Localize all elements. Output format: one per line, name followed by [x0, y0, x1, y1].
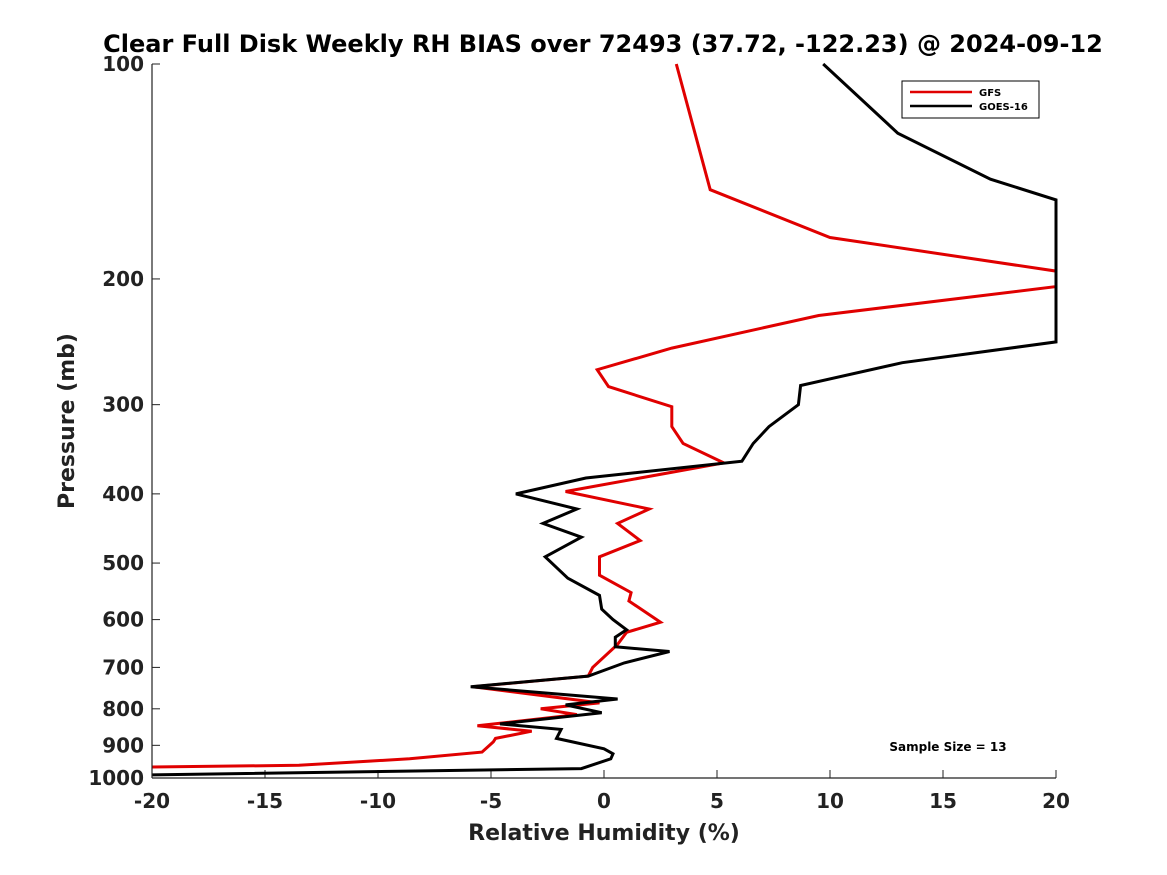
x-tick-label: 5	[710, 789, 724, 813]
y-axis-ticks: 100 200 300 400 500 600 700 800 900 1000	[88, 52, 160, 790]
x-tick-label: 15	[929, 789, 957, 813]
y-tick-label: 300	[102, 393, 144, 417]
sample-size-annotation: Sample Size = 13	[889, 740, 1006, 754]
x-tick-label: -10	[360, 789, 396, 813]
y-tick-label: 400	[102, 482, 144, 506]
legend: GFS GOES-16	[901, 80, 1040, 119]
x-tick-label: -20	[134, 789, 170, 813]
x-tick-label: -15	[247, 789, 283, 813]
x-axis-label: Relative Humidity (%)	[468, 821, 740, 846]
y-axis-label: Pressure (mb)	[55, 333, 80, 509]
y-tick-label: 500	[102, 551, 144, 575]
legend-label-gfs: GFS	[979, 88, 1001, 99]
y-tick-label: 1000	[88, 766, 144, 790]
x-tick-label: -5	[480, 789, 502, 813]
y-tick-label: 200	[102, 267, 144, 291]
y-tick-label: 800	[102, 697, 144, 721]
legend-label-goes16: GOES-16	[979, 102, 1028, 113]
y-tick-label: 600	[102, 608, 144, 632]
x-axis-ticks: -20 -15 -10 -5 0 5 10 15 20	[134, 770, 1070, 813]
y-tick-label: 100	[102, 52, 144, 76]
x-tick-label: 20	[1042, 789, 1070, 813]
y-tick-label: 900	[102, 733, 144, 757]
series-layer	[151, 62, 1058, 777]
x-tick-label: 10	[816, 789, 844, 813]
legend-box	[901, 80, 1040, 119]
x-tick-label: 0	[597, 789, 611, 813]
series-line-goes16	[151, 62, 1058, 777]
chart-title: Clear Full Disk Weekly RH BIAS over 7249…	[103, 30, 1103, 58]
series-line-gfs	[151, 63, 1058, 769]
y-tick-label: 700	[102, 655, 144, 679]
